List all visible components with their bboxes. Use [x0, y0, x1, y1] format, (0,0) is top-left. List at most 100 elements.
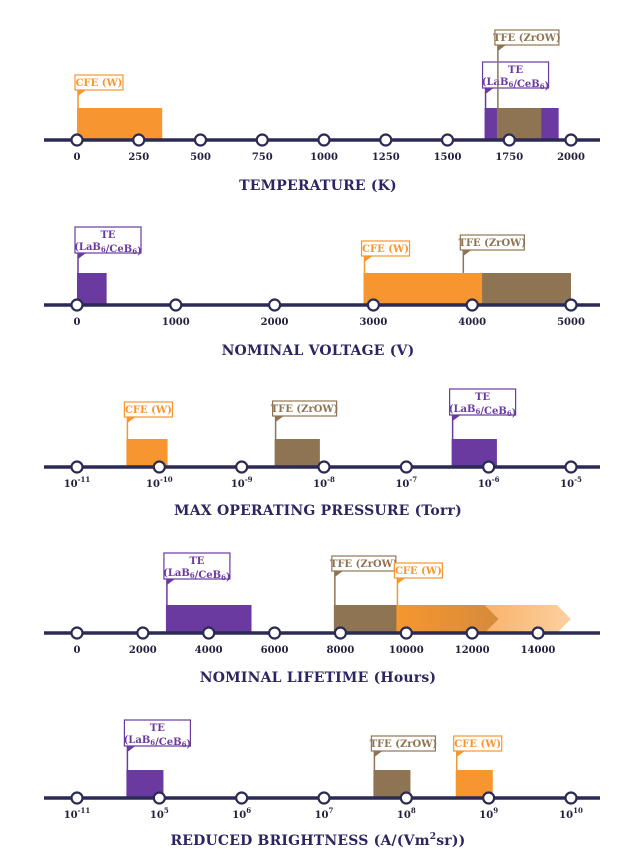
- tick-marker: [317, 791, 331, 805]
- range-bar-tfe: [496, 108, 542, 140]
- label-te: TE(LaB6/CeB6): [74, 226, 142, 273]
- tick-label: 2000: [129, 645, 157, 656]
- label-te: TE(LaB6/CeB6): [124, 719, 192, 770]
- label-text: (LaB6/CeB6): [124, 735, 192, 750]
- label-text: TE: [508, 65, 523, 76]
- panel-1: CFE (W) TE(LaB6/CeB6) TFE (ZrOW) 0 250 500 750…: [44, 29, 600, 194]
- tick-label: 10-8: [313, 475, 335, 490]
- label-te: TE(LaB6/CeB6): [449, 388, 517, 439]
- range-bar-cfe: [77, 108, 163, 140]
- label-text: CFE (W): [454, 739, 501, 750]
- tick-label: 250: [128, 152, 149, 163]
- label-cfe: CFE (W): [123, 401, 174, 439]
- label-text: TFE (ZrOW): [271, 404, 339, 415]
- tick-marker: [267, 626, 282, 640]
- label-text: CFE (W): [362, 244, 409, 255]
- label-tfe: TFE (ZrOW): [459, 234, 527, 273]
- tick-label: 12000: [455, 645, 490, 656]
- tick-marker: [136, 626, 150, 640]
- label-tfe: TFE (ZrOW): [493, 29, 561, 108]
- tick-marker: [152, 460, 166, 474]
- tick-marker: [132, 133, 146, 147]
- axis-title: REDUCED BRIGHTNESS (A/(Vm2sr)): [170, 832, 465, 849]
- tick-label: 10-7: [395, 475, 417, 490]
- range-bar-te: [77, 273, 107, 305]
- tick-label: 1250: [372, 152, 400, 163]
- label-text: (LaB6/CeB6): [482, 77, 550, 92]
- panel-4: TE(LaB6/CeB6) TFE (ZrOW)CFE (W) 0 2000 4000 6…: [44, 552, 600, 686]
- tick-label: 10-11: [64, 475, 91, 490]
- label-cfe: CFE (W): [393, 562, 444, 605]
- tick-marker: [482, 460, 496, 474]
- tick-label: 105: [150, 806, 169, 821]
- tick-label: 0: [74, 152, 81, 163]
- tick-marker: [366, 298, 380, 312]
- tick-label: 1750: [495, 152, 523, 163]
- tick-marker: [564, 460, 578, 474]
- tick-marker: [440, 133, 455, 147]
- range-bar-cfe: [363, 273, 483, 305]
- label-text: TE: [150, 723, 165, 734]
- tick-label: 0: [74, 645, 81, 656]
- tick-label: 2000: [261, 317, 289, 328]
- label-text: TE: [475, 392, 490, 403]
- tick-marker: [70, 460, 84, 474]
- tick-marker: [70, 298, 84, 312]
- tick-label: 4000: [458, 317, 486, 328]
- tick-marker: [564, 791, 578, 805]
- label-tfe: TFE (ZrOW): [330, 555, 398, 605]
- tick-label: 1000: [310, 152, 338, 163]
- tick-label: 107: [315, 806, 334, 821]
- label-cfe: CFE (W): [74, 74, 124, 108]
- axis-title: NOMINAL LIFETIME (Hours): [200, 670, 436, 686]
- tick-label: 108: [397, 806, 416, 821]
- tick-marker: [70, 133, 84, 147]
- axis-title: TEMPERATURE (K): [239, 178, 397, 194]
- tick-label: 10-10: [146, 475, 173, 490]
- tick-marker: [482, 791, 496, 805]
- tick-label: 1010: [559, 806, 583, 821]
- tick-label: 10000: [389, 645, 424, 656]
- label-te: TE(LaB6/CeB6): [482, 61, 550, 108]
- tick-marker: [70, 626, 84, 640]
- tick-label: 10-5: [560, 475, 582, 490]
- tick-marker: [564, 298, 578, 312]
- tick-marker: [235, 791, 249, 805]
- tick-marker: [564, 133, 578, 147]
- tick-label: 4000: [195, 645, 223, 656]
- label-text: CFE (W): [125, 405, 172, 416]
- label-text: TFE (ZrOW): [493, 33, 561, 44]
- tick-label: 0: [74, 317, 81, 328]
- panel-2: TE(LaB6/CeB6) TFE (ZrOW) CFE (W) 0 1000 2000 3…: [44, 226, 600, 359]
- tick-label: 500: [190, 152, 211, 163]
- tick-marker: [531, 626, 545, 640]
- tick-label: 10-11: [64, 806, 91, 821]
- tick-marker: [317, 460, 331, 474]
- tick-marker: [169, 298, 183, 312]
- tick-marker: [333, 626, 348, 640]
- tick-marker: [268, 298, 282, 312]
- range-bar-cfe: [396, 605, 571, 633]
- label-tfe: TFE (ZrOW): [370, 735, 437, 770]
- panel-5: TE(LaB6/CeB6) TFE (ZrOW) CFE (W) 10-11 105 10…: [44, 719, 600, 849]
- label-text: (LaB6/CeB6): [449, 404, 517, 419]
- tick-marker: [70, 791, 84, 805]
- tick-marker: [465, 626, 479, 640]
- tick-label: 2000: [557, 152, 585, 163]
- label-cfe: CFE (W): [360, 240, 411, 273]
- tick-marker: [317, 133, 331, 147]
- panel-3: CFE (W) TFE (ZrOW) TE(LaB6/CeB6) 10-11 10-10…: [44, 388, 600, 519]
- tick-marker: [152, 791, 166, 805]
- label-text: TFE (ZrOW): [459, 238, 527, 249]
- tick-label: 10-6: [478, 475, 500, 490]
- tick-label: 1000: [162, 317, 190, 328]
- tick-label: 10-9: [231, 475, 253, 490]
- tick-label: 1500: [434, 152, 462, 163]
- tick-marker: [255, 133, 269, 147]
- label-text: TE: [100, 230, 115, 241]
- label-te: TE(LaB6/CeB6): [163, 552, 231, 605]
- axis-title: NOMINAL VOLTAGE (V): [222, 343, 415, 359]
- label-tfe: TFE (ZrOW): [271, 400, 339, 439]
